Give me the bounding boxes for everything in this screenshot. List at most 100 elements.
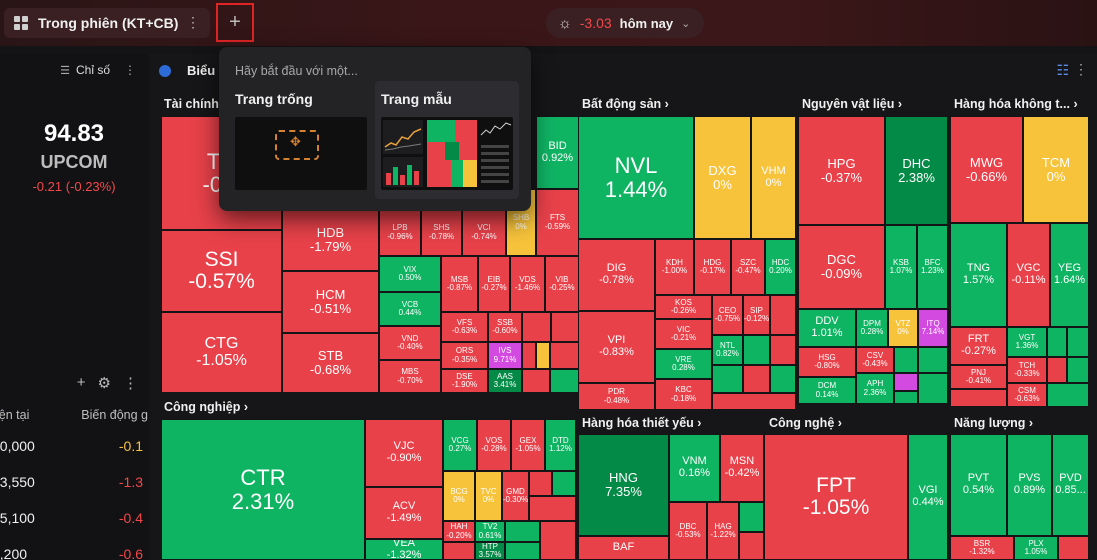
heatmap-tile-vfs[interactable]: VFS -0.63%	[441, 312, 488, 342]
heatmap-tile-vnm[interactable]: VNM 0.16%	[669, 434, 720, 502]
heatmap-tile-pdr[interactable]: PDR -0.48%	[578, 383, 655, 410]
add-layout-button[interactable]: +	[216, 3, 254, 42]
watchlist-menu-icon[interactable]: ⋮	[123, 375, 138, 392]
heatmap-tile-bsr[interactable]: BSR -1.32%	[950, 536, 1014, 560]
heatmap-tile-ceo[interactable]: CEO -0.75%	[712, 295, 743, 335]
column-change-header[interactable]: Biến động g	[81, 408, 148, 422]
heatmap-tile-nvl[interactable]: NVL 1.44%	[578, 116, 694, 239]
heatmap-tile-msn[interactable]: MSN -0.42%	[720, 434, 764, 502]
heatmap-tile-fts[interactable]: FTS -0.59%	[536, 189, 579, 256]
heatmap-tile-dbc[interactable]: DBC -0.53%	[669, 502, 707, 560]
layout-menu-icon[interactable]: ⋮	[186, 14, 200, 30]
heatmap-tile-hdc[interactable]: HDC 0.20%	[765, 239, 796, 295]
blank-page-option[interactable]: Trang trống ✥	[229, 81, 373, 199]
heatmap-tile-ctr[interactable]: CTR 2.31%	[161, 419, 365, 560]
heatmap-tile-acv[interactable]: ACV -1.49%	[365, 487, 443, 539]
plus-icon[interactable]: +	[76, 374, 86, 391]
heatmap-tile-aas[interactable]: AAS 3.41%	[488, 369, 522, 393]
heatmap-menu-icon[interactable]: ⋮	[1074, 61, 1088, 77]
filter-icon[interactable]: ☷	[1056, 62, 1069, 78]
heatmap-tile-kbc[interactable]: KBC -0.18%	[655, 379, 712, 410]
table-row[interactable]: 33,550 -1.3	[0, 474, 148, 490]
heatmap-tile-hsg[interactable]: HSG -0.80%	[798, 347, 856, 377]
layout-tab[interactable]: Trong phiên (KT+CB) ⋮	[4, 8, 210, 38]
heatmap-tile-dxg[interactable]: DXG 0%	[694, 116, 751, 239]
heatmap-tile-dig[interactable]: DIG -0.78%	[578, 239, 655, 311]
index-panel-title[interactable]: Chỉ số	[75, 63, 110, 77]
heatmap-tile-gex[interactable]: GEX -1.05%	[511, 419, 545, 471]
heatmap-tile-hcm[interactable]: HCM -0.51%	[282, 271, 379, 333]
heatmap-tile-fpt[interactable]: FPT -1.05%	[764, 434, 908, 560]
heatmap-tile-eib[interactable]: EIB -0.27%	[478, 256, 510, 312]
heatmap-tile-vgc[interactable]: VGC -0.11%	[1007, 223, 1050, 327]
heatmap-tile-sip[interactable]: SIP -0.12%	[743, 295, 770, 335]
heatmap-tile-bfc[interactable]: BFC 1.23%	[917, 225, 948, 309]
heatmap-tile-dhc[interactable]: DHC 2.38%	[885, 116, 948, 225]
heatmap-tile-hng[interactable]: HNG 7.35%	[578, 434, 669, 536]
gear-icon[interactable]: ⚙	[97, 375, 111, 392]
heatmap-tile-mwg[interactable]: MWG -0.66%	[950, 116, 1023, 223]
market-index-pill[interactable]: ☼ -3.03 hôm nay ⌄	[546, 8, 704, 38]
heatmap-tile-vcg[interactable]: VCG 0.27%	[443, 419, 477, 471]
sector-title-energy[interactable]: Năng lượng ›	[954, 416, 1034, 430]
sector-title-industrial[interactable]: Công nghiệp ›	[164, 400, 249, 414]
sector-title-staples[interactable]: Hàng hóa thiết yếu ›	[582, 416, 702, 430]
template-page-option[interactable]: Trang mẫu	[375, 81, 519, 199]
heatmap-tile-mbs[interactable]: MBS -0.70%	[379, 360, 441, 393]
heatmap-tile-vcb[interactable]: VCB 0.44%	[379, 292, 441, 326]
index-card[interactable]: 94.83 UPCOM -0.21 (-0.23%)	[0, 86, 148, 386]
sector-title-real-estate[interactable]: Bất động sản ›	[582, 97, 669, 111]
heatmap-tile-pvt[interactable]: PVT 0.54%	[950, 434, 1007, 536]
heatmap-tile-htp[interactable]: HTP 3.57%	[475, 542, 505, 560]
heatmap-tile-vci[interactable]: VCI -0.74%	[462, 209, 506, 256]
heatmap-tile-pnj[interactable]: PNJ -0.41%	[950, 365, 1007, 389]
heatmap-tile-tcm[interactable]: TCM 0%	[1023, 116, 1089, 223]
heatmap-tile-vea[interactable]: VEA -1.32%	[365, 539, 443, 560]
heatmap-tile-vtz[interactable]: VTZ 0%	[888, 309, 918, 347]
heatmap-tile-ksb[interactable]: KSB 1.07%	[885, 225, 917, 309]
heatmap-tile-hag[interactable]: HAG -1.22%	[707, 502, 739, 560]
heatmap-tile-yeg[interactable]: YEG 1.64%	[1050, 223, 1089, 327]
heatmap-tile-vpi[interactable]: VPI -0.83%	[578, 311, 655, 383]
sector-title-finance[interactable]: Tài chính	[164, 97, 219, 111]
heatmap-tile-hdg[interactable]: HDG -0.17%	[694, 239, 731, 295]
heatmap-tile-stb[interactable]: STB -0.68%	[282, 333, 379, 393]
heatmap-tile-shs[interactable]: SHS -0.78%	[421, 209, 462, 256]
heatmap-tile-vjc[interactable]: VJC -0.90%	[365, 419, 443, 487]
sector-title-technology[interactable]: Công nghệ ›	[769, 416, 842, 430]
heatmap-tile-dpm[interactable]: DPM 0.28%	[856, 309, 888, 347]
heatmap-tile-itq[interactable]: ITQ 7.14%	[918, 309, 948, 347]
heatmap-tile-vib[interactable]: VIB -0.25%	[545, 256, 579, 312]
heatmap-tile-dse[interactable]: DSE -1.90%	[441, 369, 488, 393]
heatmap-tile-dtd[interactable]: DTD 1.12%	[545, 419, 576, 471]
heatmap-tile-csv[interactable]: CSV -0.43%	[856, 347, 894, 373]
heatmap-tile-ors[interactable]: ORS -0.35%	[441, 342, 488, 369]
heatmap-tile-pvd[interactable]: PVD 0.85...	[1052, 434, 1089, 536]
heatmap-tile-vgt[interactable]: VGT 1.36%	[1007, 327, 1047, 357]
heatmap-tile-dgc[interactable]: DGC -0.09%	[798, 225, 885, 309]
heatmap-tile-hpg[interactable]: HPG -0.37%	[798, 116, 885, 225]
heatmap-tile-ntl[interactable]: NTL 0.82%	[712, 335, 743, 365]
heatmap-tile-hah[interactable]: HAH -0.20%	[443, 521, 475, 542]
heatmap-tile-vnd[interactable]: VND -0.40%	[379, 326, 441, 360]
heatmap-tile-csm[interactable]: CSM -0.63%	[1007, 383, 1047, 407]
sector-title-materials[interactable]: Nguyên vật liệu ›	[802, 97, 903, 111]
sector-title-discretionary[interactable]: Hàng hóa không t... ›	[954, 97, 1078, 111]
column-price-header[interactable]: iện tại	[0, 408, 30, 422]
heatmap-tile-vix[interactable]: VIX 0.50%	[379, 256, 441, 292]
table-row[interactable]: 0,200 -0.6	[0, 546, 148, 560]
heatmap-tile-ssb[interactable]: SSB -0.60%	[488, 312, 522, 342]
heatmap-tile-vds[interactable]: VDS -1.46%	[510, 256, 545, 312]
heatmap-tile-ctg[interactable]: CTG -1.05%	[161, 312, 282, 393]
heatmap-tile-plx[interactable]: PLX 1.05%	[1014, 536, 1058, 560]
heatmap-tile-tv2[interactable]: TV2 0.61%	[475, 521, 505, 542]
heatmap-tile-vre[interactable]: VRE 0.28%	[655, 349, 712, 379]
panel-menu-icon[interactable]: ⋮	[124, 63, 136, 77]
heatmap-tile-ddv[interactable]: DDV 1.01%	[798, 309, 856, 347]
heatmap-tile-pvs[interactable]: PVS 0.89%	[1007, 434, 1052, 536]
heatmap-tile-szc[interactable]: SZC -0.47%	[731, 239, 765, 295]
heatmap-tile-lpb[interactable]: LPB -0.96%	[379, 209, 421, 256]
heatmap-tile-vgi[interactable]: VGI 0.44%	[908, 434, 948, 560]
heatmap-tile-kdh[interactable]: KDH -1.00%	[655, 239, 694, 295]
heatmap-tile-ivs[interactable]: IVS 9.71%	[488, 342, 522, 369]
